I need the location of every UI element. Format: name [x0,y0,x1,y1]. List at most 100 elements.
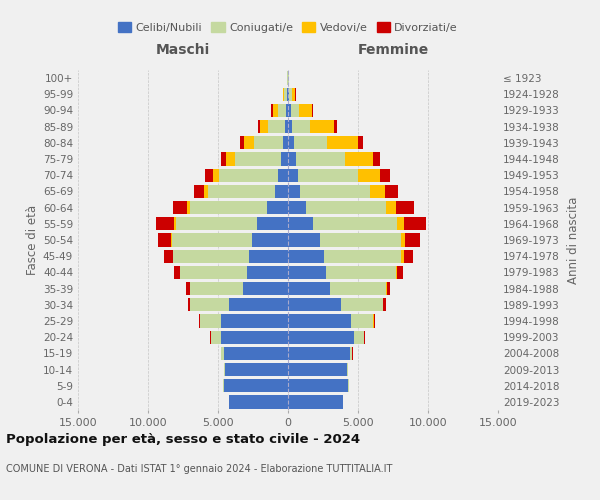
Bar [221,152,226,166]
Bar [285,120,288,134]
Legend: Celibi/Nubili, Coniugati/e, Vedovi/e, Divorziati/e: Celibi/Nubili, Coniugati/e, Vedovi/e, Di… [113,18,463,38]
Bar [174,217,176,230]
Bar [312,104,313,117]
Bar [268,120,285,134]
Bar [272,104,277,117]
Bar [380,168,390,182]
Bar [283,136,288,149]
Bar [364,330,365,344]
Bar [221,346,224,360]
Bar [249,250,288,263]
Bar [404,250,413,263]
Bar [358,168,380,182]
Bar [288,314,351,328]
Bar [330,282,386,295]
Bar [288,396,343,408]
Bar [313,217,397,230]
Bar [288,379,348,392]
Bar [373,152,380,166]
Bar [229,298,288,312]
Bar [288,185,300,198]
Bar [277,104,286,117]
Bar [401,234,405,246]
Bar [229,396,288,408]
Bar [287,88,288,101]
Bar [211,330,221,344]
Bar [383,298,386,312]
Bar [386,282,391,295]
Bar [288,363,347,376]
Bar [213,168,220,182]
Bar [281,152,288,166]
Bar [292,88,295,101]
Bar [176,217,257,230]
Bar [358,136,363,149]
Bar [288,298,341,312]
Y-axis label: Anni di nascita: Anni di nascita [566,196,580,284]
Bar [348,379,349,392]
Bar [288,330,354,344]
Bar [188,298,190,312]
Bar [204,185,208,198]
Bar [283,88,284,101]
Bar [292,120,310,134]
Bar [401,250,404,263]
Bar [225,363,288,376]
Bar [288,234,320,246]
Bar [174,266,180,279]
Bar [293,136,327,149]
Bar [299,104,312,117]
Bar [190,298,229,312]
Bar [288,217,313,230]
Bar [288,201,306,214]
Bar [267,201,288,214]
Bar [326,266,396,279]
Bar [275,185,288,198]
Bar [221,330,288,344]
Bar [254,136,283,149]
Bar [396,201,414,214]
Bar [223,379,224,392]
Bar [288,168,298,182]
Bar [199,314,200,328]
Bar [158,234,170,246]
Bar [260,120,268,134]
Bar [244,136,254,149]
Bar [251,234,288,246]
Bar [374,314,375,328]
Bar [208,185,275,198]
Bar [396,266,397,279]
Bar [235,152,281,166]
Bar [300,185,370,198]
Bar [224,346,288,360]
Bar [190,201,267,214]
Bar [334,120,337,134]
Bar [190,282,243,295]
Bar [288,266,326,279]
Bar [164,250,173,263]
Bar [226,152,235,166]
Bar [173,201,187,214]
Bar [405,234,420,246]
Bar [186,282,190,295]
Bar [288,152,296,166]
Bar [298,168,358,182]
Text: COMUNE DI VERONA - Dati ISTAT 1° gennaio 2024 - Elaborazione TUTTITALIA.IT: COMUNE DI VERONA - Dati ISTAT 1° gennaio… [6,464,392,474]
Bar [278,168,288,182]
Y-axis label: Fasce di età: Fasce di età [26,205,39,275]
Bar [344,152,373,166]
Bar [288,88,289,101]
Bar [347,363,348,376]
Bar [289,88,292,101]
Bar [310,120,334,134]
Bar [291,104,299,117]
Bar [288,104,291,117]
Bar [200,314,221,328]
Bar [172,234,251,246]
Bar [370,185,385,198]
Bar [397,217,404,230]
Bar [350,346,352,360]
Bar [257,217,288,230]
Bar [288,120,292,134]
Bar [286,104,288,117]
